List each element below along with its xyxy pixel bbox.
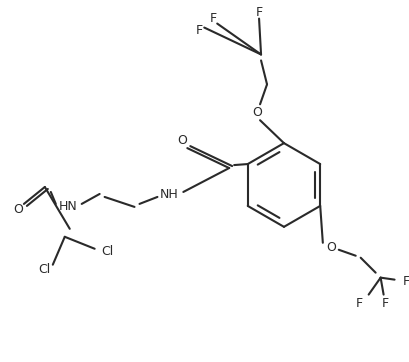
Text: O: O xyxy=(252,106,261,119)
Text: F: F xyxy=(255,6,262,19)
Text: O: O xyxy=(325,241,335,254)
Text: F: F xyxy=(381,297,388,310)
Text: F: F xyxy=(209,12,216,25)
Text: NH: NH xyxy=(160,189,178,201)
Text: O: O xyxy=(177,134,187,147)
Text: F: F xyxy=(402,275,409,288)
Text: F: F xyxy=(355,297,362,310)
Text: F: F xyxy=(195,24,202,37)
Text: O: O xyxy=(13,203,23,216)
Text: Cl: Cl xyxy=(101,245,113,258)
Text: HN: HN xyxy=(58,201,77,214)
Text: Cl: Cl xyxy=(38,263,51,276)
